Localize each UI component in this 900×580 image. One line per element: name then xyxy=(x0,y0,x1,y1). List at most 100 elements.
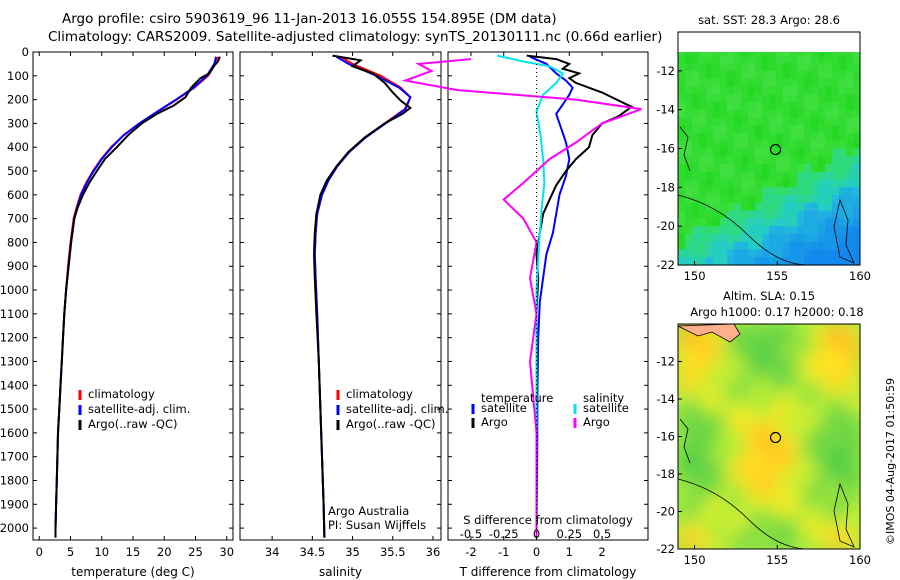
diff-s-tick-label: -0.5 xyxy=(460,527,482,541)
salinity-annotation: Argo Australia xyxy=(328,504,409,518)
sst_map-cell xyxy=(734,101,742,111)
sst_map-cell xyxy=(769,156,777,165)
sla_map-cell xyxy=(853,489,860,498)
sst_map-cell xyxy=(678,257,686,266)
diff-s-tick-label: 0.5 xyxy=(593,527,611,541)
sst_map-cell xyxy=(853,63,860,72)
sst_map-cell xyxy=(706,133,714,142)
sst_map-cell xyxy=(734,133,742,142)
sst_map-cell xyxy=(853,156,860,165)
sst_map-cell xyxy=(720,94,728,103)
sla_map-cell xyxy=(846,519,854,528)
sla_map-cell xyxy=(797,414,805,423)
ytick-label: 1500 xyxy=(0,402,29,416)
sst_map-cell xyxy=(706,257,714,266)
sla_map-cell xyxy=(685,474,693,483)
sst_map-cell xyxy=(846,101,854,111)
sla_map-cell xyxy=(797,466,805,475)
sst_map-cell xyxy=(678,140,686,150)
sst_map-cell xyxy=(825,210,833,219)
sla_map-cell xyxy=(713,444,721,453)
sst_map-cell xyxy=(762,133,770,142)
ytick-label: 0 xyxy=(22,45,29,59)
sla_map-cell xyxy=(797,376,805,385)
sst_map-cell xyxy=(811,55,819,64)
sla_map-cell xyxy=(720,399,728,408)
sst_map-cell xyxy=(818,171,826,181)
sla_map-cell xyxy=(720,541,728,549)
sst_map-cell xyxy=(839,52,847,56)
sst_map-cell xyxy=(818,241,826,251)
sla_map-cell xyxy=(811,504,819,513)
sst_map-cell xyxy=(755,94,763,103)
sla_map-cell xyxy=(818,474,826,483)
sst_map-cell xyxy=(706,187,714,196)
difference-xtick-label: -1 xyxy=(498,545,509,559)
sla_map-cell xyxy=(734,459,742,468)
sst_map-cell xyxy=(685,63,693,72)
sla_map-cell xyxy=(699,444,707,453)
sst_map-cell xyxy=(825,241,833,251)
sla_map-cell xyxy=(762,414,770,423)
sla_map-cell xyxy=(685,406,693,415)
sla_map-cell xyxy=(783,511,791,520)
salinity-annotation: PI: Susan Wijffels xyxy=(328,518,426,532)
sla_map-cell xyxy=(692,504,700,513)
sst_map-cell xyxy=(804,195,812,204)
sst_map-cell xyxy=(832,140,840,150)
sla_map-cell xyxy=(825,361,833,370)
sla_map-cell xyxy=(706,504,714,513)
sst_map-xtick-label: 150 xyxy=(684,269,706,283)
sst_map-cell xyxy=(713,210,721,219)
sst_map-cell xyxy=(769,187,777,196)
sla_map-cell xyxy=(832,376,840,385)
sst_map-cell xyxy=(685,133,693,142)
sst_map-cell xyxy=(790,40,798,48)
sla_map-cell xyxy=(769,541,777,549)
difference-frame xyxy=(447,51,649,541)
sla_map-cell xyxy=(769,391,777,400)
sst_map-cell xyxy=(839,109,847,119)
sst_map-cell xyxy=(818,148,826,157)
sst_map-cell xyxy=(678,156,686,165)
sst_map-cell xyxy=(727,164,735,173)
sla_map-cell xyxy=(846,459,854,468)
sst_map-cell xyxy=(853,171,860,181)
sla_map-cell xyxy=(797,459,805,468)
sst_map-cell xyxy=(713,140,721,150)
sla_map-cell xyxy=(734,466,742,475)
sst_map-cell xyxy=(727,241,735,251)
sla_map-cell xyxy=(825,444,833,453)
sst_map-cell xyxy=(804,187,812,196)
sst_map-cell xyxy=(825,218,833,227)
sst_map-cell xyxy=(818,94,826,103)
sst_map-cell xyxy=(734,32,742,40)
sla_map-cell xyxy=(797,361,805,370)
sst_map-cell xyxy=(678,55,686,64)
sla_map-cell xyxy=(713,459,721,468)
sst_map-cell xyxy=(769,55,777,64)
sst_map-cell xyxy=(804,101,812,111)
sst_map-cell xyxy=(776,202,784,212)
sst_map-cell xyxy=(685,32,693,40)
sst_map-cell xyxy=(741,78,749,87)
sla_map-cell xyxy=(748,466,756,475)
sla_map-cell xyxy=(853,444,860,453)
sla_map-cell xyxy=(755,436,763,445)
sst_map-cell xyxy=(832,52,840,56)
sst_map-cell xyxy=(818,101,826,111)
sla_map-cell xyxy=(846,414,854,423)
sst_map-cell xyxy=(818,249,826,258)
sst_map-cell xyxy=(755,101,763,111)
sla_map-cell xyxy=(734,346,742,355)
sla_map-cell xyxy=(727,346,735,355)
sst_map-cell xyxy=(699,148,707,157)
sla_map-cell xyxy=(699,541,707,549)
sst_map-cell xyxy=(706,218,714,227)
sla_map-cell xyxy=(741,361,749,370)
sla_map-cell xyxy=(783,346,791,355)
sla_map-cell xyxy=(720,391,728,400)
sst_map-cell xyxy=(706,210,714,219)
sla_map-cell xyxy=(846,324,854,333)
sst_map-cell xyxy=(734,109,742,119)
